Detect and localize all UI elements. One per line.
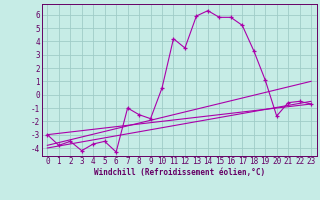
X-axis label: Windchill (Refroidissement éolien,°C): Windchill (Refroidissement éolien,°C) <box>94 168 265 177</box>
